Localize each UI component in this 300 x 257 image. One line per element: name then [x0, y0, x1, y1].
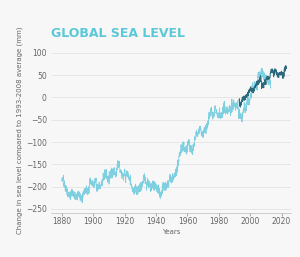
X-axis label: Years: Years — [162, 229, 180, 235]
Y-axis label: Change in sea level compared to 1993-2008 average (mm): Change in sea level compared to 1993-200… — [17, 26, 23, 234]
Text: GLOBAL SEA LEVEL: GLOBAL SEA LEVEL — [51, 26, 185, 40]
